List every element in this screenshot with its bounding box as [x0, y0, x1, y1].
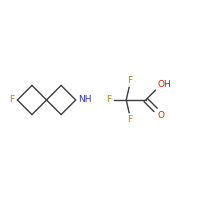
Text: NH: NH: [78, 96, 92, 104]
Text: O: O: [157, 111, 164, 120]
Text: OH: OH: [157, 80, 171, 89]
Text: F: F: [128, 115, 133, 124]
Text: F: F: [9, 96, 14, 104]
Text: F: F: [128, 76, 133, 85]
Text: F: F: [106, 96, 111, 104]
